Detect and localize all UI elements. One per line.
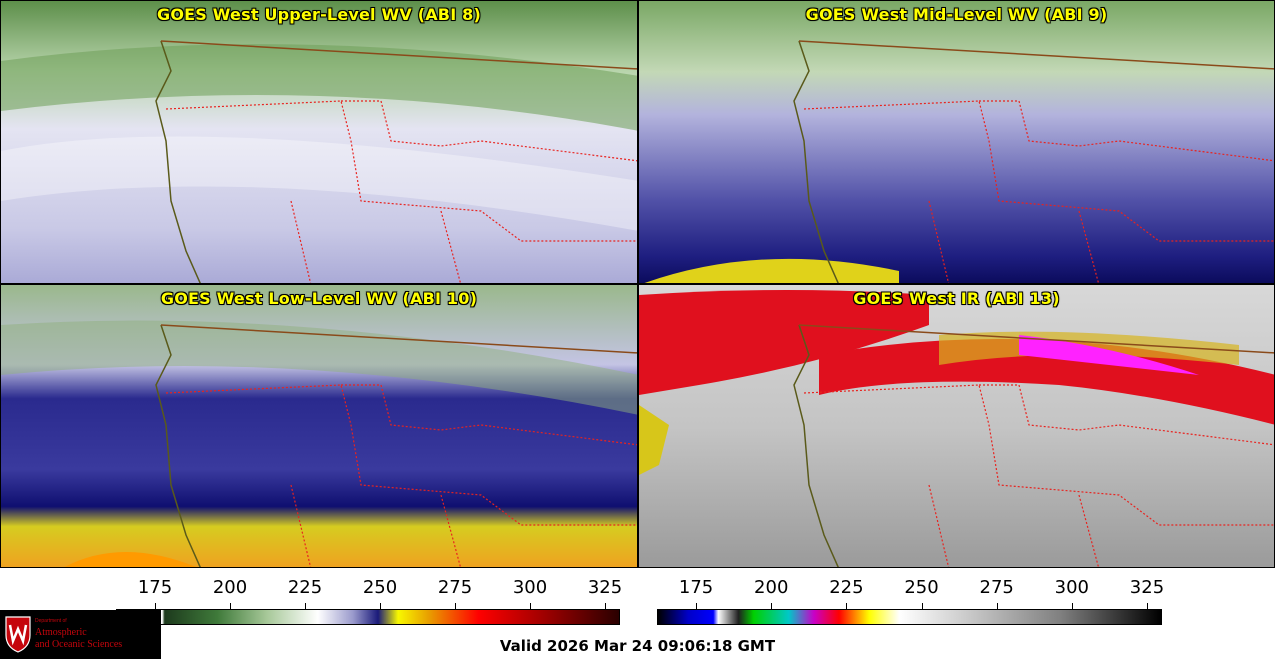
map-low-wv [1,285,637,567]
uw-crest-icon [5,616,31,653]
panel-title: GOES West Low-Level WV (ABI 10) [160,289,478,308]
colorbar-tick-mark [996,603,998,609]
colorbar-tick-label: 225 [287,577,323,598]
colorbar-tick-label: 275 [979,577,1014,598]
map-ir [639,285,1274,567]
colorbar-tick-mark [696,603,698,609]
colorbar-tick-label: 175 [678,577,714,598]
uw-aos-logo: Department of Atmospheric and Oceanic Sc… [0,610,161,659]
colorbar-tick-label: 225 [829,577,864,598]
panel-ir: GOES West IR (ABI 13) [638,284,1275,568]
valid-time: Valid 2026 Mar 24 09:06:18 GMT [499,637,776,655]
colorbar-tick-label: 300 [512,577,548,598]
panel-upper-wv: GOES West Upper-Level WV (ABI 8) [0,0,638,284]
panel-title: GOES West Upper-Level WV (ABI 8) [157,5,481,24]
colorbar-tick-mark [1071,603,1073,609]
colorbar-tick-mark [1146,603,1148,609]
colorbar-tick-label: 175 [137,577,173,598]
colorbar-tick-label: 275 [437,577,473,598]
colorbar-tick-mark [846,603,848,609]
map-mid-wv [639,1,1274,283]
colorbar-tick-mark [605,603,606,609]
panel-title: GOES West IR (ABI 13) [853,289,1060,308]
panel-title: GOES West Mid-Level WV (ABI 9) [805,5,1108,24]
colorbar-tick-mark [455,603,456,609]
colorbar-tick-label: 200 [212,577,248,598]
colorbar-tick-label: 325 [587,577,623,598]
colorbar-tick-label: 200 [754,577,789,598]
colorbar-tick-mark [921,603,923,609]
map-upper-wv [1,1,637,283]
colorbar-tick-label: 325 [1129,577,1165,598]
colorbar-tick-mark [530,603,531,609]
colorbar-tick-label: 250 [904,577,939,598]
colorbar-tick-mark [155,603,156,609]
colorbar-tick-mark [305,603,306,609]
colorbar-ir [657,609,1162,625]
colorbar-wv [116,609,620,625]
colorbar-tick-mark [380,603,381,609]
panel-mid-wv: GOES West Mid-Level WV (ABI 9) [638,0,1275,284]
logo-line1: Atmospheric [35,627,87,638]
logo-line2: and Oceanic Sciences [35,639,123,650]
panel-low-wv: GOES West Low-Level WV (ABI 10) [0,284,638,568]
colorbar-tick-label: 300 [1054,577,1089,598]
logo-dept: Department of [35,618,67,624]
colorbar-tick-mark [771,603,773,609]
colorbar-tick-label: 250 [362,577,398,598]
colorbar-tick-mark [230,603,231,609]
